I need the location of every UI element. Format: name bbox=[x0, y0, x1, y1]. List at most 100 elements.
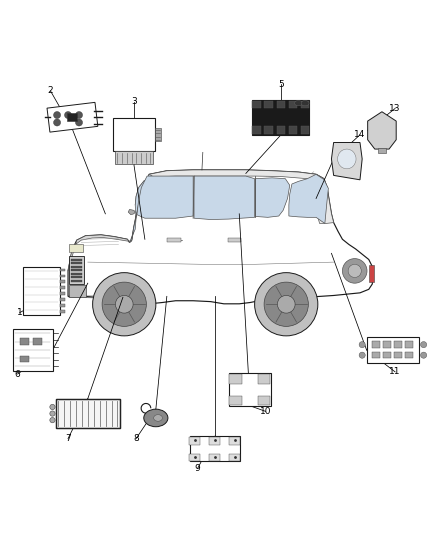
Bar bbox=[368, 265, 373, 282]
Bar bbox=[288, 126, 297, 134]
Bar bbox=[300, 126, 309, 134]
Polygon shape bbox=[288, 174, 328, 223]
Circle shape bbox=[49, 417, 55, 423]
Text: 2: 2 bbox=[48, 86, 53, 95]
Bar bbox=[60, 274, 65, 277]
Bar bbox=[288, 101, 297, 108]
Bar bbox=[404, 341, 412, 348]
Circle shape bbox=[102, 282, 146, 326]
Bar bbox=[20, 338, 28, 345]
Bar bbox=[252, 126, 261, 134]
Text: 1: 1 bbox=[17, 308, 23, 317]
Bar bbox=[229, 437, 240, 445]
Circle shape bbox=[277, 295, 294, 313]
Bar bbox=[276, 126, 285, 134]
Circle shape bbox=[254, 273, 317, 336]
Bar bbox=[71, 273, 82, 275]
Bar bbox=[115, 151, 152, 165]
Polygon shape bbox=[68, 170, 372, 304]
Bar bbox=[71, 280, 82, 282]
Bar bbox=[208, 437, 220, 445]
Bar bbox=[56, 399, 119, 429]
Bar bbox=[60, 292, 65, 295]
Bar bbox=[69, 285, 85, 297]
Polygon shape bbox=[194, 176, 254, 220]
Polygon shape bbox=[331, 142, 361, 180]
Bar bbox=[33, 338, 42, 345]
Bar bbox=[257, 374, 269, 384]
Bar bbox=[188, 437, 200, 445]
Bar bbox=[229, 396, 241, 406]
Text: 8: 8 bbox=[133, 434, 139, 443]
Text: 5: 5 bbox=[277, 80, 283, 89]
Bar bbox=[252, 100, 309, 135]
Text: 6: 6 bbox=[14, 369, 21, 378]
Text: 14: 14 bbox=[353, 130, 365, 139]
Bar bbox=[154, 128, 161, 141]
Polygon shape bbox=[137, 176, 193, 218]
Circle shape bbox=[49, 411, 55, 416]
Bar bbox=[393, 341, 401, 348]
Bar bbox=[69, 255, 84, 284]
Circle shape bbox=[264, 282, 307, 326]
Text: 13: 13 bbox=[389, 104, 400, 113]
Bar bbox=[229, 454, 240, 462]
Bar bbox=[60, 286, 65, 289]
Circle shape bbox=[358, 342, 364, 348]
Polygon shape bbox=[135, 170, 333, 223]
Ellipse shape bbox=[153, 415, 162, 421]
Ellipse shape bbox=[300, 101, 308, 106]
Circle shape bbox=[420, 342, 426, 348]
Circle shape bbox=[75, 111, 82, 118]
Bar bbox=[60, 280, 65, 283]
Bar bbox=[276, 101, 285, 108]
Circle shape bbox=[342, 259, 366, 283]
Polygon shape bbox=[128, 209, 135, 215]
Bar bbox=[382, 341, 390, 348]
Bar bbox=[404, 352, 412, 358]
Circle shape bbox=[49, 405, 55, 410]
Polygon shape bbox=[255, 178, 289, 217]
Bar bbox=[113, 118, 155, 151]
Bar bbox=[67, 113, 77, 121]
Bar bbox=[300, 101, 309, 108]
Circle shape bbox=[64, 111, 71, 118]
Bar bbox=[60, 298, 65, 301]
Bar bbox=[20, 356, 28, 362]
Bar bbox=[264, 126, 273, 134]
Polygon shape bbox=[68, 235, 131, 271]
Circle shape bbox=[53, 119, 60, 126]
Circle shape bbox=[347, 264, 360, 278]
Text: 10: 10 bbox=[259, 407, 271, 416]
Circle shape bbox=[53, 111, 60, 118]
Ellipse shape bbox=[337, 149, 355, 169]
Bar bbox=[371, 352, 379, 358]
Text: 11: 11 bbox=[389, 367, 400, 376]
Bar bbox=[252, 101, 261, 108]
Polygon shape bbox=[47, 102, 98, 132]
Text: 7: 7 bbox=[65, 434, 71, 443]
Bar bbox=[71, 276, 82, 278]
Bar bbox=[228, 238, 241, 242]
Bar bbox=[71, 265, 82, 268]
Circle shape bbox=[115, 295, 133, 313]
Ellipse shape bbox=[294, 101, 302, 106]
Circle shape bbox=[358, 352, 364, 358]
Circle shape bbox=[75, 119, 82, 126]
Bar bbox=[71, 259, 82, 261]
Circle shape bbox=[92, 273, 155, 336]
Bar bbox=[229, 373, 270, 406]
Bar bbox=[264, 101, 273, 108]
Bar bbox=[371, 341, 379, 348]
Text: 9: 9 bbox=[194, 464, 200, 473]
Bar bbox=[393, 352, 401, 358]
Bar bbox=[166, 238, 180, 242]
Bar bbox=[13, 329, 53, 371]
Polygon shape bbox=[129, 174, 153, 243]
Bar bbox=[208, 454, 220, 462]
Bar bbox=[71, 269, 82, 271]
Bar bbox=[56, 399, 119, 429]
Bar bbox=[189, 436, 240, 462]
Bar bbox=[60, 269, 65, 271]
Bar bbox=[71, 262, 82, 264]
